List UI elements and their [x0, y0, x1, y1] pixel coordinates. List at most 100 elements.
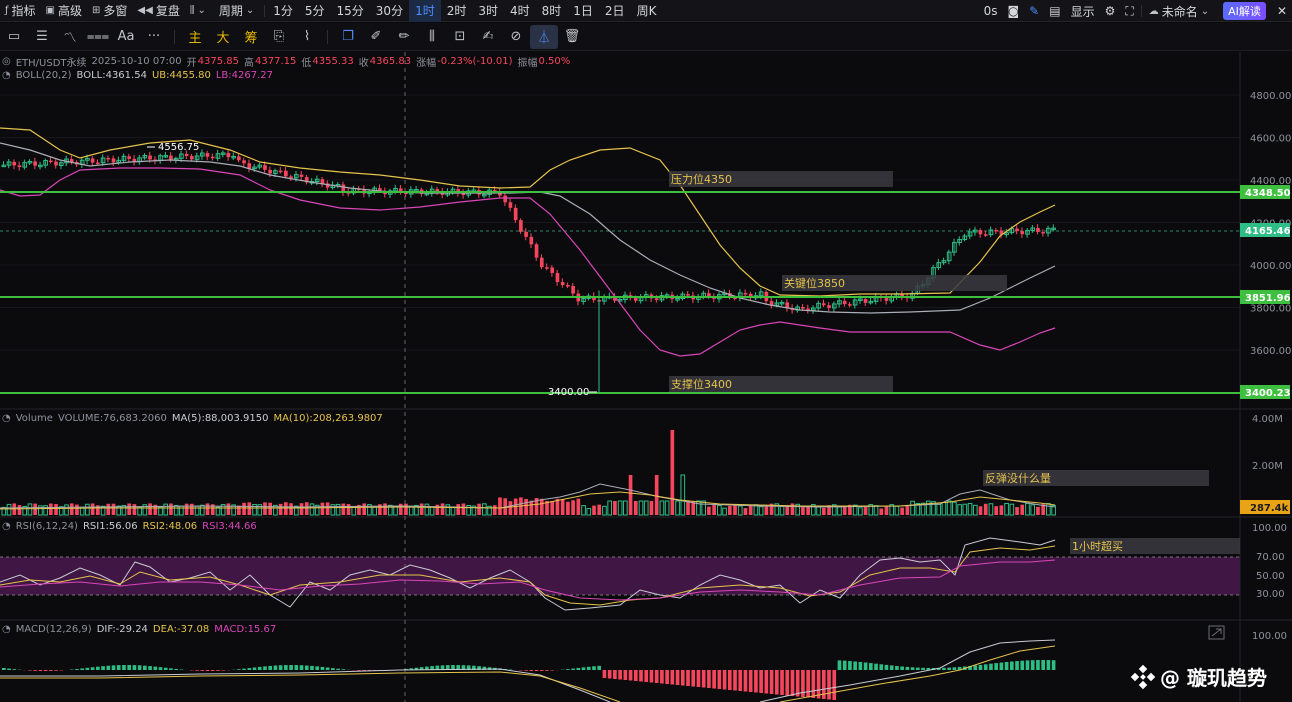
- macd-bar: [942, 667, 946, 670]
- macd-bar: [1030, 660, 1035, 670]
- tab-1w[interactable]: 周K: [636, 4, 657, 18]
- wave-tool[interactable]: 〽: [56, 25, 84, 49]
- bell-icon[interactable]: ◔: [2, 70, 11, 81]
- bell-icon[interactable]: ◔: [2, 624, 11, 635]
- tab-1m[interactable]: 1分: [273, 4, 293, 18]
- filter-tool[interactable]: ⏃: [530, 24, 558, 49]
- indicators-button[interactable]: ƒ 指标: [0, 0, 41, 22]
- grid-icon: ⊞: [92, 5, 101, 16]
- macd-bar: [754, 670, 758, 693]
- volume-bar: [419, 503, 424, 515]
- delete-tool[interactable]: 🗑: [558, 25, 586, 49]
- tab-15m[interactable]: 15分: [336, 4, 364, 18]
- macd-bar: [691, 670, 696, 687]
- resistance-annotation-box[interactable]: [669, 171, 893, 187]
- replay-button[interactable]: ◀◀ 复盘: [132, 0, 184, 22]
- volume-annotation-box[interactable]: [983, 470, 1209, 486]
- tab-5m[interactable]: 5分: [304, 4, 325, 18]
- close-value: 4365.83: [369, 56, 412, 67]
- candle-body: [90, 158, 95, 163]
- tab-3h[interactable]: 3时: [478, 4, 498, 18]
- macd-bar: [581, 667, 586, 670]
- multi-window-button[interactable]: ⊞ 多窗: [87, 0, 132, 22]
- tab-8h[interactable]: 8时: [541, 4, 562, 18]
- rectangle-tool[interactable]: ▭: [0, 25, 28, 49]
- parallel-lines-tool[interactable]: ☰: [28, 25, 56, 49]
- note-tool[interactable]: ✍: [474, 25, 502, 49]
- macd-bar: [75, 669, 79, 670]
- fullscreen-button[interactable]: ⛶: [1120, 0, 1138, 22]
- candle-tool[interactable]: ⫼: [418, 25, 446, 49]
- chips-button[interactable]: 筹: [244, 31, 258, 46]
- volume-bar: [351, 506, 357, 516]
- tab-1d[interactable]: 1日: [573, 4, 593, 18]
- macd-bar: [419, 667, 424, 670]
- candle-body: [743, 292, 748, 295]
- lock-tool[interactable]: ⊡: [446, 25, 474, 49]
- chart-type-button[interactable]: ⫼ ⌄: [185, 0, 214, 22]
- ai-read-button[interactable]: AI解读: [1223, 2, 1266, 20]
- formula-tool[interactable]: ⌇: [293, 25, 321, 49]
- text-tool[interactable]: Aa: [112, 25, 140, 49]
- pen-button[interactable]: ✎: [1024, 0, 1044, 22]
- candle-body: [106, 157, 111, 160]
- expand-pane-button[interactable]: [1208, 625, 1225, 640]
- macd-bar: [132, 665, 137, 670]
- kline-chart[interactable]: 压力位4350 关键位3850 支撑位3400 反弹没什么量 1小时超买 455…: [0, 52, 1292, 702]
- layout-name-button[interactable]: ☁ 未命名 ⌄: [1144, 0, 1217, 22]
- macd-bar: [1004, 661, 1009, 670]
- settings-button[interactable]: ⚙: [1100, 0, 1121, 22]
- support-annotation-box[interactable]: [669, 376, 893, 392]
- pencil-tool[interactable]: ✏: [390, 25, 418, 49]
- copy-tool[interactable]: ❐: [334, 25, 362, 49]
- candle-body: [268, 169, 273, 174]
- tab-30m[interactable]: 30分: [375, 4, 404, 18]
- macd-bar: [837, 660, 842, 670]
- candle-body: [858, 298, 863, 301]
- eye-icon[interactable]: ◎: [2, 56, 11, 67]
- key-annotation-box[interactable]: [782, 275, 1007, 291]
- current-price-tag: [1240, 223, 1290, 237]
- main-force-button[interactable]: 主: [188, 31, 202, 46]
- tab-2h[interactable]: 2时: [446, 4, 467, 18]
- macd-bar: [654, 670, 659, 683]
- magnet-tool[interactable]: ⊘: [502, 25, 530, 49]
- display-button[interactable]: 显示: [1066, 0, 1100, 22]
- macd-bar: [116, 665, 121, 670]
- brush-tool[interactable]: ✐: [362, 25, 390, 49]
- macd-bar: [827, 670, 831, 700]
- macd-bar: [722, 670, 727, 690]
- volume-bar: [116, 505, 122, 516]
- camera-icon: ◙: [1007, 4, 1020, 18]
- pencil-icon: ✏: [398, 29, 410, 44]
- candle-body: [148, 155, 152, 160]
- macd-bar: [38, 670, 43, 671]
- candle-body: [49, 160, 53, 163]
- big-order-button[interactable]: 大: [216, 31, 230, 46]
- bell-icon[interactable]: ◔: [2, 521, 11, 532]
- close-button[interactable]: ✕: [1272, 0, 1292, 22]
- macd-bar: [733, 670, 737, 691]
- camera-button[interactable]: ◙: [1003, 0, 1025, 22]
- period-button[interactable]: 周期 ⌄: [214, 0, 262, 22]
- bell-icon[interactable]: ◔: [2, 413, 11, 424]
- divider: [174, 29, 175, 44]
- tab-2d[interactable]: 2日: [604, 4, 625, 18]
- support-annotation: 支撑位3400: [671, 377, 732, 391]
- tab-4h[interactable]: 4时: [510, 4, 530, 18]
- more-tools[interactable]: ···: [140, 25, 168, 49]
- layout-button[interactable]: ▤: [1044, 0, 1065, 22]
- candle-body: [163, 155, 169, 158]
- macd-bar: [900, 666, 904, 670]
- advanced-button[interactable]: ▣ 高级: [41, 0, 87, 22]
- macd-bar: [174, 668, 179, 670]
- indicator-edit-tool[interactable]: ⎘: [265, 25, 293, 49]
- candle-body: [404, 192, 408, 195]
- volume-bar: [242, 502, 246, 515]
- volume-bar: [1009, 503, 1015, 516]
- rsi-annotation-box[interactable]: [1070, 538, 1240, 554]
- tab-1h[interactable]: 1时: [409, 0, 441, 22]
- volume-bar: [649, 501, 654, 515]
- fibonacci-tool[interactable]: ⩶: [84, 25, 112, 49]
- volume-bar: [737, 505, 743, 516]
